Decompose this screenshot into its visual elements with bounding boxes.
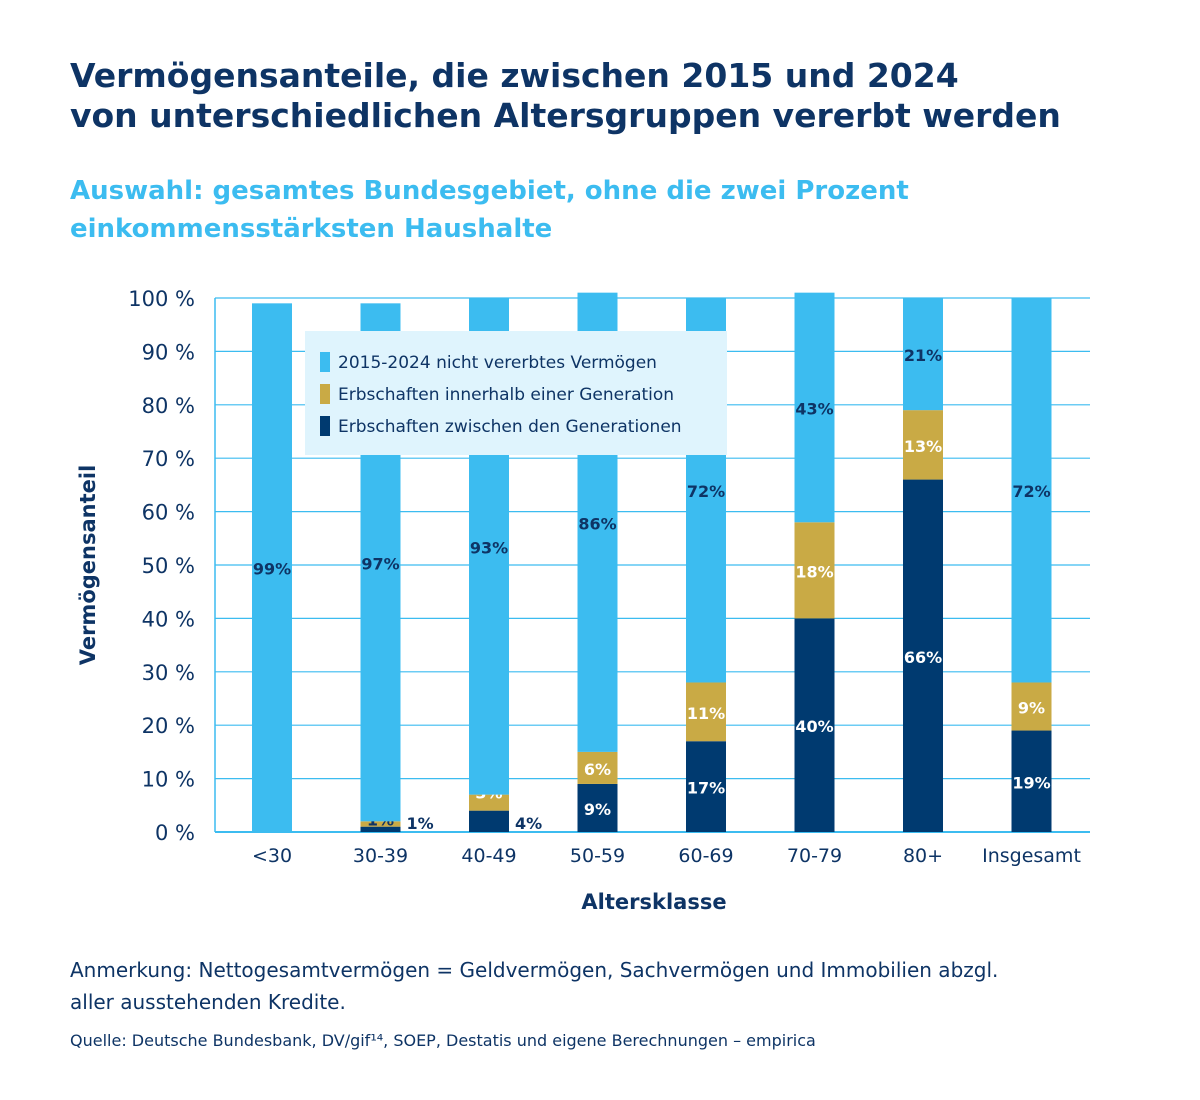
legend-label: 2015-2024 nicht vererbtes Vermögen bbox=[338, 353, 657, 373]
data-label: 72% bbox=[1012, 482, 1050, 501]
source-note: Quelle: Deutsche Bundesbank, DV/gif¹⁴, S… bbox=[70, 1031, 816, 1050]
bar-segment bbox=[903, 479, 943, 832]
data-label: 4% bbox=[515, 814, 542, 833]
data-label: 19% bbox=[1012, 773, 1050, 792]
data-label: 17% bbox=[687, 779, 725, 798]
x-tick-label: Insgesamt bbox=[982, 845, 1081, 867]
x-tick-label: 80+ bbox=[903, 845, 943, 867]
y-tick-label: 70 % bbox=[142, 447, 195, 471]
y-tick-label: 60 % bbox=[142, 501, 195, 525]
legend-label: Erbschaften innerhalb einer Generation bbox=[338, 385, 674, 405]
bar-segment bbox=[1011, 682, 1052, 731]
data-label: 86% bbox=[578, 514, 616, 533]
y-axis-title: Vermögensanteil bbox=[76, 465, 100, 666]
legend-box bbox=[305, 331, 727, 455]
bar-segment bbox=[794, 618, 835, 832]
data-label: 21% bbox=[904, 346, 942, 365]
chart-subtitle-line-2: einkommensstärksten Haushalte bbox=[70, 214, 553, 244]
x-axis-title: Altersklasse bbox=[581, 890, 726, 914]
bar-segment bbox=[577, 751, 618, 784]
y-tick-label: 30 % bbox=[142, 661, 195, 685]
data-label: 43% bbox=[795, 399, 833, 418]
bar-segment bbox=[686, 741, 726, 832]
data-label: 99% bbox=[253, 560, 291, 579]
bar-segment bbox=[577, 783, 618, 832]
chart-title-line-2: von unterschiedlichen Altersgruppen vere… bbox=[70, 96, 1061, 135]
y-tick-label: 100 % bbox=[128, 287, 195, 311]
bar-segment bbox=[360, 821, 401, 827]
footnote-line-2: aller ausstehenden Kredite. bbox=[70, 990, 346, 1014]
footnote-line-1: Anmerkung: Nettogesamtvermögen = Geldver… bbox=[70, 958, 999, 982]
footnote: Anmerkung: Nettogesamtvermögen = Geldver… bbox=[70, 954, 1170, 1018]
bar-segment bbox=[903, 298, 943, 411]
x-tick-label: 30-39 bbox=[353, 845, 408, 867]
legend-swatch bbox=[320, 352, 330, 372]
bar-segment bbox=[903, 410, 943, 480]
y-tick-label: 80 % bbox=[142, 394, 195, 418]
data-label: 66% bbox=[904, 648, 942, 667]
data-label: 18% bbox=[795, 562, 833, 581]
chart-subtitle: Auswahl: gesamtes Bundesgebiet, ohne die… bbox=[70, 172, 1170, 248]
legend-swatch bbox=[320, 384, 330, 404]
data-label: 9% bbox=[584, 800, 611, 819]
x-tick-label: 40-49 bbox=[461, 845, 516, 867]
chart-subtitle-line-1: Auswahl: gesamtes Bundesgebiet, ohne die… bbox=[70, 176, 909, 206]
bar-segment bbox=[1011, 298, 1052, 683]
bar-segment bbox=[469, 794, 509, 811]
data-label: 72% bbox=[687, 482, 725, 501]
y-tick-label: 50 % bbox=[142, 554, 195, 578]
bar-segment bbox=[469, 810, 509, 832]
bar-segment bbox=[686, 682, 726, 742]
data-label: 6% bbox=[584, 760, 611, 779]
data-label: 13% bbox=[904, 437, 942, 456]
bar-segment bbox=[360, 826, 401, 832]
bar-segment bbox=[252, 303, 292, 833]
bar-segment bbox=[1011, 730, 1052, 832]
data-label: 97% bbox=[361, 554, 399, 573]
data-label: 11% bbox=[687, 704, 725, 723]
data-label: 93% bbox=[470, 538, 508, 557]
chart-title-line-1: Vermögensanteile, die zwischen 2015 und … bbox=[70, 56, 959, 95]
x-tick-label: <30 bbox=[252, 845, 292, 867]
data-label: 9% bbox=[1018, 699, 1045, 718]
y-tick-label: 20 % bbox=[142, 714, 195, 738]
legend-label: Erbschaften zwischen den Generationen bbox=[338, 417, 682, 437]
chart-title: Vermögensanteile, die zwischen 2015 und … bbox=[70, 56, 1170, 136]
y-tick-label: 0 % bbox=[155, 821, 195, 845]
data-label: 40% bbox=[795, 717, 833, 736]
x-tick-label: 60-69 bbox=[678, 845, 733, 867]
bar-segment bbox=[794, 522, 835, 619]
y-tick-label: 40 % bbox=[142, 607, 195, 631]
bar-segment bbox=[794, 292, 835, 523]
y-tick-label: 10 % bbox=[142, 768, 195, 792]
x-tick-label: 70-79 bbox=[787, 845, 842, 867]
data-label: 1% bbox=[407, 814, 434, 833]
y-tick-label: 90 % bbox=[142, 340, 195, 364]
legend-swatch bbox=[320, 416, 330, 436]
x-tick-label: 50-59 bbox=[570, 845, 625, 867]
